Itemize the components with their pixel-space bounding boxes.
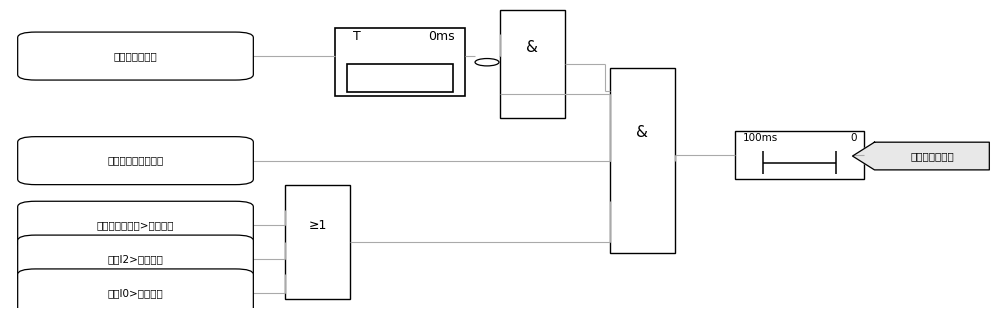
Text: 识别变压器空充: 识别变压器空充 bbox=[114, 51, 157, 61]
Bar bbox=[335, 28, 465, 96]
FancyBboxPatch shape bbox=[18, 235, 253, 283]
FancyBboxPatch shape bbox=[18, 32, 253, 80]
Text: ≥1: ≥1 bbox=[309, 218, 327, 232]
Text: 本侧I0>零序定值: 本侧I0>零序定值 bbox=[108, 288, 163, 298]
Text: 100ms: 100ms bbox=[743, 133, 778, 143]
Text: 0: 0 bbox=[850, 133, 857, 143]
Bar bbox=[610, 68, 675, 253]
Bar bbox=[735, 131, 864, 179]
Text: 死区保护跳各侧: 死区保护跳各侧 bbox=[910, 151, 954, 161]
Bar bbox=[285, 185, 350, 299]
Text: T: T bbox=[353, 30, 361, 43]
Bar bbox=[500, 10, 565, 118]
Bar bbox=[347, 64, 453, 92]
Text: 本侧I2>负序定值: 本侧I2>负序定值 bbox=[108, 254, 163, 264]
FancyBboxPatch shape bbox=[18, 137, 253, 185]
Text: 本侧任一相电流>有流定值: 本侧任一相电流>有流定值 bbox=[97, 220, 174, 230]
Text: &: & bbox=[526, 40, 538, 55]
FancyBboxPatch shape bbox=[18, 269, 253, 309]
Text: 本侧断路器分闸位置: 本侧断路器分闸位置 bbox=[107, 156, 164, 166]
Polygon shape bbox=[853, 142, 989, 170]
Text: 0ms: 0ms bbox=[428, 30, 455, 43]
Text: &: & bbox=[636, 125, 648, 141]
FancyBboxPatch shape bbox=[18, 201, 253, 249]
